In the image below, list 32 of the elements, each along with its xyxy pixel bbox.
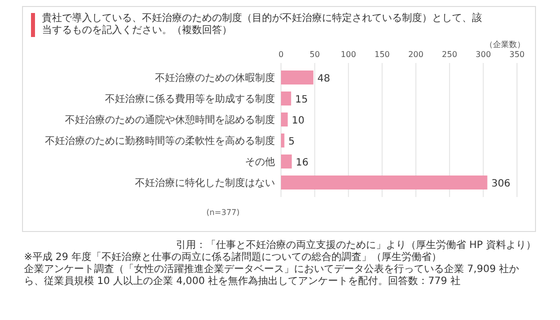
- x-tick-label: 300: [476, 50, 491, 59]
- y-tick-label: 不妊治療のための通院や休憩時間を認める制度: [65, 114, 275, 126]
- text: (n=377): [206, 208, 240, 217]
- x-axis-title: （企業数）: [485, 40, 525, 49]
- x-tick-label: 0: [278, 50, 284, 59]
- chart-title: 貴社で導入している、不妊治療のための制度（目的が不妊治療に特定されている制度）として、該当するものを記入ください。（複数回答）: [31, 13, 482, 37]
- text: ※平成 29 年度「不妊治療と仕事の両立に係る諸問題についての総合的調査」（厚生労働省）: [24, 252, 442, 264]
- y-tick-label: 不妊治療に係る費用等を助成する制度: [105, 93, 275, 105]
- bar: [281, 70, 314, 84]
- text: 引用：「仕事と不妊治療の両立支援のために」より（厚生労働省 HP 資料より）: [175, 240, 536, 252]
- data-label: 16: [296, 158, 309, 168]
- x-tick-label: 100: [340, 50, 356, 59]
- bar: [281, 176, 488, 190]
- bar: [281, 134, 284, 148]
- x-tick-label: 350: [509, 50, 525, 59]
- data-label: 5: [288, 136, 295, 148]
- data-label: 48: [317, 74, 330, 84]
- data-label: 15: [295, 94, 308, 106]
- x-tick-label: 250: [442, 50, 458, 59]
- y-tick-label: 不妊治療のために勤務時間等の柔軟性を高める制度: [45, 135, 275, 147]
- data-label: 10: [292, 116, 304, 126]
- data-label: 306: [491, 178, 510, 190]
- y-tick-label: 不妊治療のための休暇制度: [155, 72, 275, 84]
- x-tick-label: 200: [408, 50, 424, 59]
- y-tick-label: その他: [245, 156, 275, 168]
- x-tick-label: 150: [374, 50, 390, 59]
- bar: [281, 92, 292, 106]
- y-tick-label: 不妊治療に特化した制度はない: [135, 177, 275, 189]
- bar: [281, 112, 288, 126]
- text: 企業アンケート調査（「女性の活躍推進企業データベース」においてデータ公表を行っている企業 7,909 社から、従業員規模 10 人以上の企業 4,000 社を無作為抽出してアンケートを配付。回答数：779 社: [24, 264, 520, 288]
- x-tick-label: 50: [310, 50, 320, 59]
- bar: [281, 154, 292, 168]
